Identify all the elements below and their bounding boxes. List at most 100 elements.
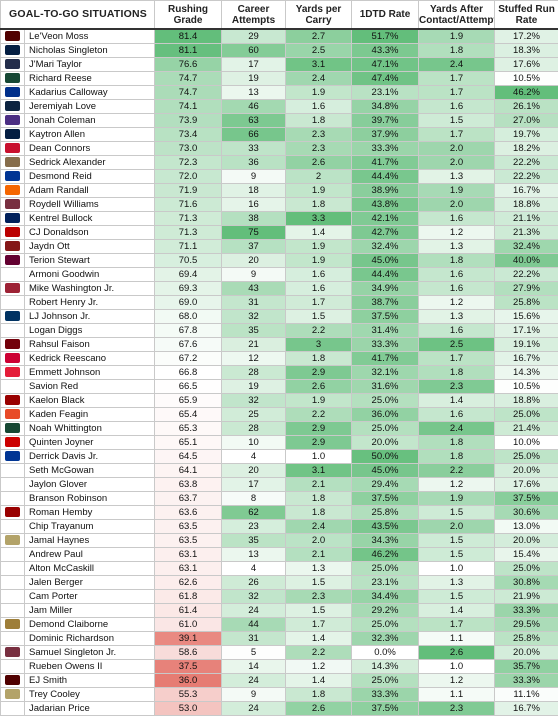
stat-cell: 19: [221, 71, 287, 86]
player-name: Kadarius Calloway: [23, 85, 156, 100]
stat-cell: 1.4: [418, 603, 496, 618]
stat-cell: 66.5: [154, 379, 223, 394]
stat-cell: 21.9%: [494, 589, 558, 604]
stat-cell: 18: [221, 183, 287, 198]
player-name: Kaden Feagin: [23, 407, 156, 422]
stat-cell: 30.6%: [494, 505, 558, 520]
team-logo-icon: [5, 45, 20, 56]
team-logo-icon: [5, 297, 20, 308]
stat-cell: 1.1: [418, 631, 496, 646]
team-logo-icon: [5, 31, 20, 42]
stat-cell: 19: [221, 379, 287, 394]
stat-cell: 25: [221, 407, 287, 422]
team-logo-cell: [0, 645, 25, 660]
table-row: Jadarian Price 53.0 24 2.6 37.5% 2.3 16.7%: [0, 701, 558, 716]
team-logo-icon: [5, 521, 20, 532]
stat-cell: 22.2%: [494, 267, 558, 282]
stat-cell: 36: [221, 155, 287, 170]
table-row: Sedrick Alexander 72.3 36 2.6 41.7% 2.0 22.2%: [0, 155, 558, 170]
stat-cell: 25.0%: [351, 393, 420, 408]
stat-cell: 2.6: [418, 645, 496, 660]
table-row: Branson Robinson 63.7 8 1.8 37.5% 1.9 37.5%: [0, 491, 558, 506]
stat-cell: 29.4%: [351, 477, 420, 492]
stat-cell: 33: [221, 141, 287, 156]
stat-cell: 63.6: [154, 505, 223, 520]
stat-cell: 17.1%: [494, 323, 558, 338]
player-name: Branson Robinson: [23, 491, 156, 506]
stat-cell: 71.1: [154, 239, 223, 254]
team-logo-cell: [0, 659, 25, 674]
stat-cell: 1.5: [418, 505, 496, 520]
stat-cell: 1.5: [285, 603, 353, 618]
stat-cell: 37.5%: [351, 309, 420, 324]
team-logo-icon: [5, 241, 20, 252]
stat-cell: 1.2: [418, 225, 496, 240]
stat-cell: 14.3%: [351, 659, 420, 674]
table-row: Chip Trayanum 63.5 23 2.4 43.5% 2.0 13.0%: [0, 519, 558, 534]
stat-cell: 64.1: [154, 463, 223, 478]
team-logo-cell: [0, 71, 25, 86]
stat-cell: 50.0%: [351, 449, 420, 464]
player-name: Desmond Reid: [23, 169, 156, 184]
stat-cell: 69.3: [154, 281, 223, 296]
team-logo-cell: [0, 631, 25, 646]
stat-cell: 1.7: [285, 295, 353, 310]
table-row: Richard Reese 74.7 19 2.4 47.4% 1.7 10.5%: [0, 71, 558, 86]
stat-cell: 5: [221, 645, 287, 660]
stat-cell: 20.0%: [494, 463, 558, 478]
stat-cell: 1.3: [418, 239, 496, 254]
stat-cell: 1.4: [285, 225, 353, 240]
table-row: Mike Washington Jr. 69.3 43 1.6 34.9% 1.6 27.9…: [0, 281, 558, 296]
stat-cell: 40.0%: [494, 253, 558, 268]
player-name: Jalen Berger: [23, 575, 156, 590]
player-name: Demond Claiborne: [23, 617, 156, 632]
team-logo-cell: [0, 99, 25, 114]
player-name: Quinten Joyner: [23, 435, 156, 450]
stat-cell: 1.3: [418, 169, 496, 184]
team-logo-icon: [5, 549, 20, 560]
team-logo-icon: [5, 269, 20, 280]
stat-cell: 1.7: [418, 71, 496, 86]
stat-cell: 71.3: [154, 211, 223, 226]
stat-cell: 33.3%: [351, 141, 420, 156]
team-logo-icon: [5, 605, 20, 616]
stat-cell: 66: [221, 127, 287, 142]
team-logo-icon: [5, 507, 20, 518]
stat-cell: 61.0: [154, 617, 223, 632]
team-logo-icon: [5, 619, 20, 630]
team-logo-icon: [5, 409, 20, 420]
stat-cell: 41.7%: [351, 155, 420, 170]
team-logo-cell: [0, 421, 25, 436]
stat-cell: 37.5%: [494, 491, 558, 506]
stat-cell: 1.9: [285, 239, 353, 254]
stat-cell: 1.9: [418, 183, 496, 198]
stat-cell: 72.0: [154, 169, 223, 184]
stat-cell: 53.0: [154, 701, 223, 716]
stat-cell: 33.3%: [351, 687, 420, 702]
player-name: Richard Reese: [23, 71, 156, 86]
stat-cell: 1.9: [418, 28, 496, 44]
stat-cell: 25.0%: [351, 561, 420, 576]
stat-cell: 3.1: [285, 57, 353, 72]
table-row: LJ Johnson Jr. 68.0 32 1.5 37.5% 1.3 15.6%: [0, 309, 558, 324]
stat-cell: 10.5%: [494, 71, 558, 86]
stat-cell: 2.6: [285, 701, 353, 716]
player-name: Seth McGowan: [23, 463, 156, 478]
player-name: Jaydn Ott: [23, 239, 156, 254]
stat-cell: 1.8: [418, 435, 496, 450]
stat-cell: 36.0%: [351, 407, 420, 422]
stat-cell: 1.6: [285, 267, 353, 282]
table-row: Dean Connors 73.0 33 2.3 33.3% 2.0 18.2%: [0, 141, 558, 156]
team-logo-cell: [0, 379, 25, 394]
stat-cell: 32: [221, 393, 287, 408]
stat-cell: 1.3: [418, 309, 496, 324]
stat-cell: 34.3%: [351, 533, 420, 548]
table-row: Kaytron Allen 73.4 66 2.3 37.9% 1.7 19.7%: [0, 127, 558, 142]
team-logo-cell: [0, 673, 25, 688]
stat-cell: 33.3%: [494, 603, 558, 618]
team-logo-cell: [0, 505, 25, 520]
team-logo-cell: [0, 239, 25, 254]
stat-cell: 1.5: [418, 589, 496, 604]
stat-cell: 9: [221, 687, 287, 702]
stat-cell: 65.3: [154, 421, 223, 436]
